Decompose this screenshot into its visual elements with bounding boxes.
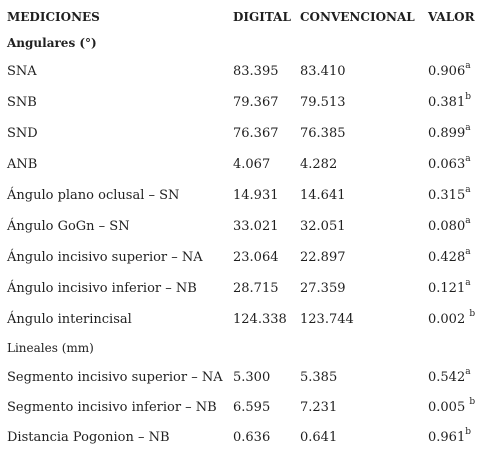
row-label: Segmento incisivo inferior – NB (7, 400, 217, 415)
row-convencional: 123.744 (300, 312, 354, 327)
table-row: ANB 4.067 4.282 0.063a (0, 154, 487, 175)
row-convencional: 27.359 (300, 281, 346, 296)
row-valor: 0.542a (428, 367, 471, 388)
row-label: ANB (7, 157, 38, 172)
group-label-lineales: Lineales (mm) (7, 341, 94, 355)
row-digital: 5.300 (233, 370, 271, 385)
table-row: Ángulo interincisal 124.338 123.744 0.00… (0, 309, 487, 330)
row-valor: 0.121a (428, 278, 471, 299)
valor-number: 0.002 (428, 312, 470, 327)
table-row: SNA 83.395 83.410 0.906a (0, 61, 487, 82)
row-digital: 28.715 (233, 281, 279, 296)
significance-superscript: b (465, 92, 471, 102)
row-digital: 33.021 (233, 219, 279, 234)
row-valor: 0.899a (428, 123, 471, 144)
table-row: Ángulo incisivo inferior – NB 28.715 27.… (0, 278, 487, 299)
significance-superscript: a (465, 61, 471, 71)
row-convencional: 7.231 (300, 400, 338, 415)
row-valor: 0.961b (428, 427, 471, 448)
row-label: SNA (7, 64, 37, 79)
row-valor: 0.002 b (428, 309, 476, 330)
row-digital: 4.067 (233, 157, 271, 172)
valor-number: 0.381 (428, 95, 466, 110)
table-row: SND 76.367 76.385 0.899a (0, 123, 487, 144)
header-convencional: CONVENCIONAL (300, 10, 415, 24)
row-convencional: 83.410 (300, 64, 346, 79)
row-convencional: 5.385 (300, 370, 338, 385)
table-row: Ángulo plano oclusal – SN 14.931 14.641 … (0, 185, 487, 206)
group-lineales-row: Lineales (mm) (0, 338, 487, 358)
row-label: Ángulo interincisal (7, 312, 132, 327)
row-digital: 83.395 (233, 64, 279, 79)
row-label: SND (7, 126, 38, 141)
row-digital: 79.367 (233, 95, 279, 110)
table-row: Ángulo GoGn – SN 33.021 32.051 0.080a (0, 216, 487, 237)
table-row: Ángulo incisivo superior – NA 23.064 22.… (0, 247, 487, 268)
row-digital: 23.064 (233, 250, 279, 265)
row-valor: 0.080a (428, 216, 471, 237)
row-convencional: 79.513 (300, 95, 346, 110)
significance-superscript: a (465, 154, 471, 164)
row-label: Ángulo incisivo superior – NA (7, 250, 203, 265)
valor-number: 0.063 (428, 157, 466, 172)
valor-number: 0.428 (428, 250, 466, 265)
table-header-row: MEDICIONES DIGITAL CONVENCIONAL VALOR (0, 7, 487, 27)
significance-superscript: a (465, 367, 471, 377)
valor-number: 0.542 (428, 370, 466, 385)
valor-number: 0.899 (428, 126, 466, 141)
valor-number: 0.906 (428, 64, 466, 79)
table-row: SNB 79.367 79.513 0.381b (0, 92, 487, 113)
row-digital: 0.636 (233, 430, 271, 445)
header-mediciones: MEDICIONES (7, 10, 100, 24)
row-convencional: 76.385 (300, 126, 346, 141)
row-valor: 0.005 b (428, 397, 476, 418)
valor-number: 0.961 (428, 430, 466, 445)
significance-superscript: a (465, 185, 471, 195)
row-digital: 6.595 (233, 400, 271, 415)
row-valor: 0.381b (428, 92, 471, 113)
row-label: SNB (7, 95, 37, 110)
significance-superscript: a (465, 278, 471, 288)
row-label: Distancia Pogonion – NB (7, 430, 170, 445)
table-row: Segmento incisivo inferior – NB 6.595 7.… (0, 397, 487, 418)
row-label: Segmento incisivo superior – NA (7, 370, 223, 385)
significance-superscript: a (465, 123, 471, 133)
row-convencional: 4.282 (300, 157, 338, 172)
significance-superscript: a (465, 247, 471, 257)
valor-number: 0.080 (428, 219, 466, 234)
header-valor: VALOR (428, 10, 475, 24)
row-label: Ángulo plano oclusal – SN (7, 188, 180, 203)
header-digital: DIGITAL (233, 10, 291, 24)
row-valor: 0.428a (428, 247, 471, 268)
table-row: Distancia Pogonion – NB 0.636 0.641 0.96… (0, 427, 487, 448)
row-digital: 14.931 (233, 188, 279, 203)
row-convencional: 22.897 (300, 250, 346, 265)
row-label: Ángulo GoGn – SN (7, 219, 130, 234)
valor-number: 0.315 (428, 188, 466, 203)
group-label-angulares: Angulares (°) (7, 36, 97, 50)
row-convencional: 0.641 (300, 430, 338, 445)
table-row: Segmento incisivo superior – NA 5.300 5.… (0, 367, 487, 388)
row-convencional: 14.641 (300, 188, 346, 203)
valor-number: 0.121 (428, 281, 466, 296)
row-digital: 76.367 (233, 126, 279, 141)
row-label: Ángulo incisivo inferior – NB (7, 281, 197, 296)
row-valor: 0.906a (428, 61, 471, 82)
row-digital: 124.338 (233, 312, 287, 327)
valor-number: 0.005 (428, 400, 470, 415)
row-valor: 0.063a (428, 154, 471, 175)
row-convencional: 32.051 (300, 219, 346, 234)
group-angulares-row: Angulares (°) (0, 33, 487, 53)
significance-superscript: b (469, 397, 476, 407)
row-valor: 0.315a (428, 185, 471, 206)
significance-superscript: b (469, 309, 476, 319)
significance-superscript: b (465, 427, 471, 437)
significance-superscript: a (465, 216, 471, 226)
